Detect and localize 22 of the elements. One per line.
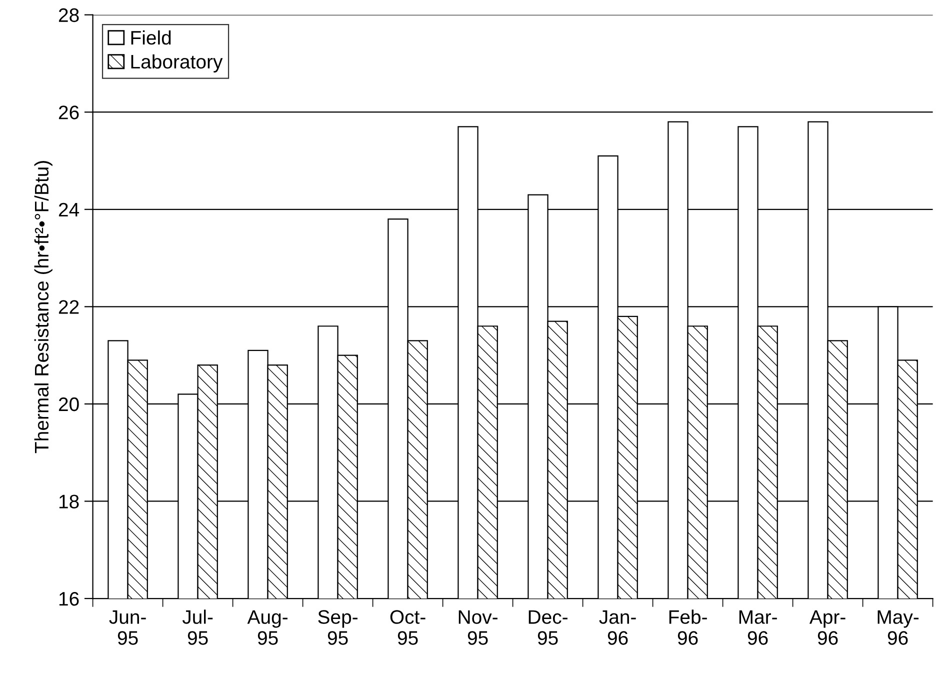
x-tick-label: Oct- 95 [390,610,426,645]
x-tick-label: Feb- 96 [669,610,707,645]
x-tick-label: Sep- 95 [318,610,358,645]
x-tick-label: Dec- 95 [528,610,568,645]
x-tick-label: Nov- 95 [458,610,498,645]
x-tick-label: Jan- 96 [599,610,636,645]
x-tick-label: May- 96 [878,610,919,645]
y-tick-label: 24 [58,202,80,216]
y-tick-label: 18 [59,494,79,508]
y-tick-label: 22 [58,300,79,314]
y-tick-label: 28 [58,8,79,22]
legend-label: Laboratory [131,54,223,72]
legend-label: Field [131,30,171,45]
x-tick-label: Apr- 96 [809,610,846,645]
y-axis-title: Thermal Resistance (hr•ft²•°F/Btu) [34,161,52,454]
y-tick-label: 16 [59,592,79,606]
x-tick-label: Mar- 96 [739,610,777,645]
y-tick-label: 20 [58,397,79,412]
x-tick-label: Jul- 95 [182,610,213,645]
x-tick-label: Aug- 95 [247,610,288,645]
y-tick-label: 26 [58,106,79,120]
x-tick-label: Jun- 95 [109,610,146,645]
